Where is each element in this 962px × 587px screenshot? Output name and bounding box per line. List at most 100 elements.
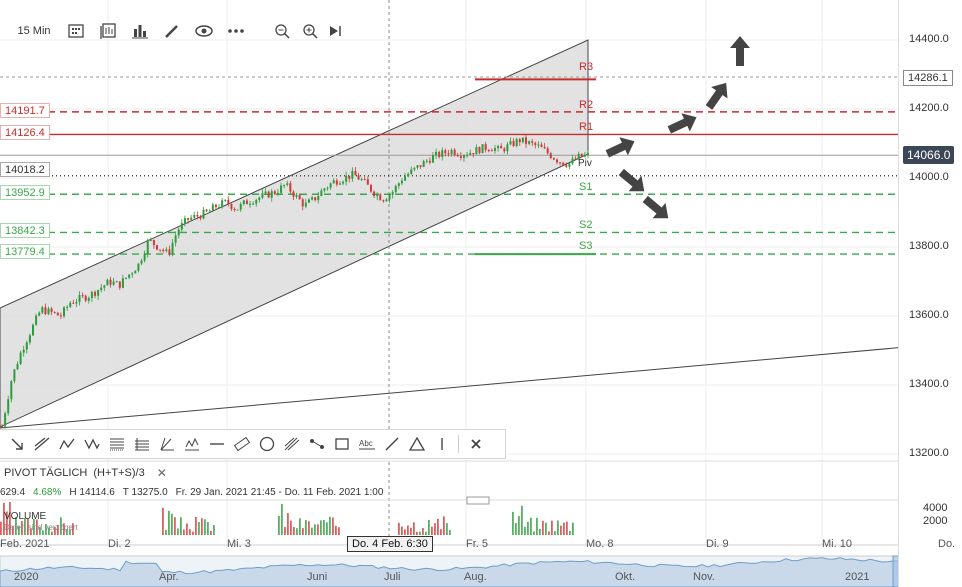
- high-value: H 14114.6: [69, 487, 115, 498]
- wave-tool-icon[interactable]: [79, 430, 104, 458]
- rectangle-icon[interactable]: [329, 430, 354, 458]
- pitchfork-icon[interactable]: [279, 430, 304, 458]
- indicator-icon[interactable]: [124, 18, 156, 44]
- candle-body: [509, 141, 512, 145]
- volume-bar: [425, 531, 427, 535]
- chart-toolbar: 15 Min: [8, 18, 348, 44]
- candle-body: [447, 153, 450, 155]
- candle-body: [47, 308, 50, 315]
- volume-bar: [36, 519, 38, 535]
- path-tool-icon[interactable]: [304, 430, 329, 458]
- candle-body: [326, 187, 329, 189]
- volume-bar: [518, 516, 520, 535]
- candle-body: [512, 141, 515, 146]
- candle-body: [416, 165, 419, 168]
- ray-tool-icon[interactable]: [29, 430, 54, 458]
- candle-body: [78, 295, 81, 302]
- compare-icon[interactable]: [92, 18, 124, 44]
- volume-bar: [281, 503, 283, 535]
- candle-body: [286, 183, 289, 185]
- horizontal-line-icon[interactable]: [204, 430, 229, 458]
- zoom-in-icon[interactable]: [298, 18, 322, 44]
- volume-bar: [431, 526, 433, 535]
- candle-body: [435, 151, 438, 156]
- r3-label: R3: [579, 61, 594, 73]
- fib-grid-icon[interactable]: [104, 430, 129, 458]
- interval-selector[interactable]: 15 Min: [17, 25, 51, 37]
- pivot-price-label: 14018.2: [0, 162, 50, 177]
- zoom-out-icon[interactable]: [266, 18, 298, 44]
- candle-body: [388, 194, 391, 200]
- candle-body: [469, 153, 472, 155]
- candle-body: [500, 145, 503, 149]
- candle-body: [506, 144, 509, 152]
- candle-body: [196, 214, 199, 217]
- candle-body: [503, 148, 506, 152]
- candle-body: [143, 253, 146, 261]
- candle-body: [103, 285, 106, 288]
- time-tick: Fr. 5: [466, 538, 489, 550]
- candle-body: [63, 307, 66, 317]
- eye-icon[interactable]: [188, 18, 220, 44]
- candle-body: [128, 274, 131, 278]
- volume-bar: [54, 527, 56, 535]
- volume-bar: [569, 530, 571, 535]
- volume-bar: [278, 515, 280, 535]
- close-icon[interactable]: ✕: [156, 466, 167, 480]
- angle-tool-icon[interactable]: [154, 430, 179, 458]
- candle-body: [441, 150, 444, 157]
- candle-body: [348, 175, 351, 179]
- time-tick: Mi. 3: [227, 538, 251, 550]
- volume-bar: [527, 521, 529, 535]
- volume-bar: [557, 520, 559, 535]
- candle-body: [385, 199, 388, 202]
- s2-price-label: 13842.3: [0, 223, 50, 238]
- time-tick: Mo. 8: [586, 538, 614, 550]
- crosshair-date-label: Do. 4 Feb. 6:30: [347, 536, 433, 552]
- elliott-tool-icon[interactable]: [179, 430, 204, 458]
- arrow-tool-icon[interactable]: [4, 430, 29, 458]
- candle-body: [311, 197, 314, 200]
- ruler-icon[interactable]: [229, 430, 254, 458]
- time-tick: Feb. 2021: [0, 538, 50, 550]
- price-axis[interactable]: 14400.0 14200.0 14000.0 13800.0 13600.0 …: [898, 0, 962, 587]
- fib-fan-icon[interactable]: [129, 430, 154, 458]
- candle-body: [162, 249, 165, 252]
- volume-bar: [398, 522, 400, 535]
- volume-bar: [204, 519, 206, 535]
- candle-body: [391, 192, 394, 195]
- polyline-tool-icon[interactable]: [54, 430, 79, 458]
- close-icon[interactable]: [463, 430, 488, 458]
- text-tool-icon[interactable]: Abc: [354, 430, 379, 458]
- candle-body: [1, 426, 3, 428]
- volume-bar: [201, 518, 203, 535]
- candle-body: [450, 149, 453, 155]
- vertical-line-icon[interactable]: [429, 430, 454, 458]
- circle-icon[interactable]: [254, 430, 279, 458]
- volume-bar: [299, 518, 301, 535]
- triangle-icon[interactable]: [404, 430, 429, 458]
- volume-tick: 2000: [923, 515, 948, 527]
- candles-icon[interactable]: [60, 18, 92, 44]
- candle-body: [301, 199, 304, 207]
- candle-body: [404, 176, 407, 181]
- candle-body: [410, 169, 413, 174]
- candle-body: [292, 191, 295, 197]
- line-tool-icon[interactable]: [379, 430, 404, 458]
- candle-body: [270, 191, 273, 198]
- date-range: Fr. 29 Jan. 2021 21:45 - Do. 11 Feb. 202…: [175, 487, 384, 498]
- play-icon[interactable]: [322, 18, 348, 44]
- candle-body: [462, 155, 465, 158]
- candle-body: [183, 218, 186, 224]
- more-icon[interactable]: [220, 18, 252, 44]
- candle-body: [171, 242, 174, 254]
- candle-body: [87, 298, 90, 301]
- pencil-icon[interactable]: [156, 18, 188, 44]
- candle-body: [134, 270, 137, 274]
- panel-resize-handle[interactable]: [466, 496, 490, 505]
- volume-bar: [57, 524, 59, 535]
- projection-arrow: [642, 195, 669, 219]
- volume-bar: [45, 524, 47, 535]
- candle-body: [81, 295, 84, 297]
